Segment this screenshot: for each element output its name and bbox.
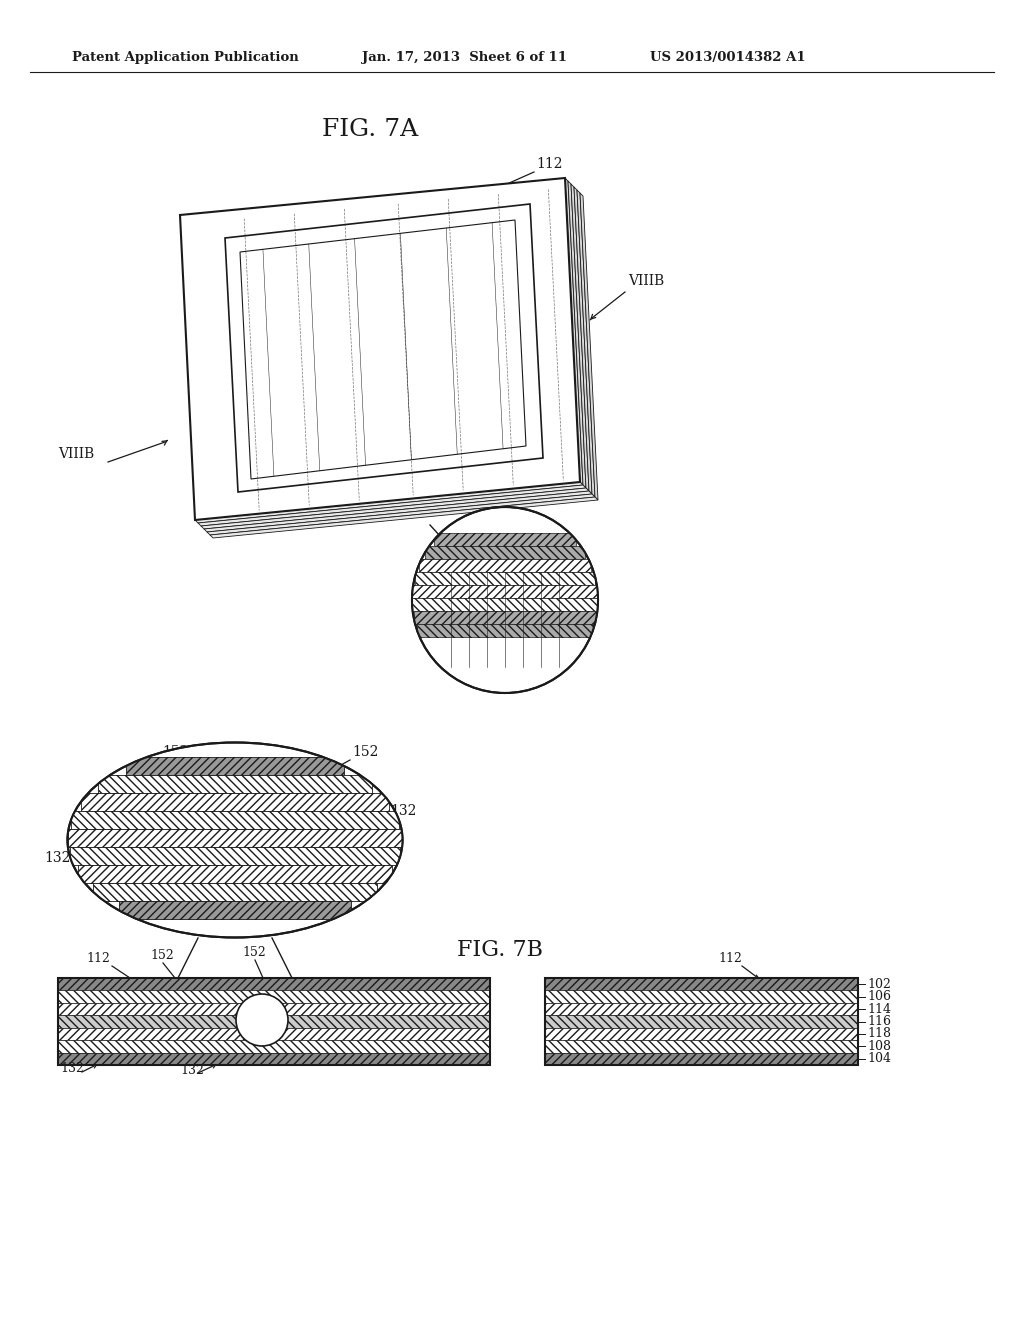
- Circle shape: [236, 994, 288, 1045]
- Bar: [58, 1015, 490, 1028]
- Polygon shape: [571, 183, 589, 491]
- Polygon shape: [580, 193, 598, 500]
- Bar: [97, 775, 373, 793]
- Bar: [414, 611, 596, 624]
- Polygon shape: [210, 498, 598, 539]
- Text: 116: 116: [867, 1015, 891, 1028]
- Polygon shape: [207, 494, 595, 535]
- Text: 152: 152: [242, 946, 266, 960]
- Text: 132: 132: [390, 804, 417, 818]
- Text: VIIIB: VIIIB: [628, 275, 665, 288]
- Polygon shape: [180, 178, 580, 520]
- Bar: [419, 560, 592, 572]
- Bar: [545, 978, 858, 1065]
- Text: 118: 118: [867, 1027, 891, 1040]
- Bar: [545, 1052, 858, 1065]
- Polygon shape: [577, 190, 595, 498]
- Bar: [58, 990, 490, 1003]
- Bar: [71, 810, 399, 829]
- Polygon shape: [568, 181, 586, 488]
- Text: 152: 152: [150, 949, 174, 962]
- Bar: [412, 598, 598, 611]
- Text: 104: 104: [867, 1052, 891, 1065]
- Text: 114: 114: [867, 1003, 891, 1015]
- Text: 112: 112: [536, 157, 562, 172]
- Bar: [58, 978, 490, 990]
- Bar: [93, 883, 377, 902]
- Bar: [58, 978, 490, 1065]
- Circle shape: [412, 507, 598, 693]
- Text: FIG. 7B: FIG. 7B: [457, 939, 543, 961]
- Bar: [417, 624, 593, 638]
- Text: 112: 112: [86, 952, 110, 965]
- Bar: [126, 758, 344, 775]
- Bar: [413, 585, 598, 598]
- Bar: [58, 1028, 490, 1040]
- Ellipse shape: [68, 742, 402, 937]
- Bar: [68, 829, 402, 847]
- Bar: [119, 902, 351, 919]
- Bar: [545, 1015, 858, 1028]
- Bar: [81, 793, 389, 810]
- Text: 106: 106: [867, 990, 891, 1003]
- Polygon shape: [565, 178, 583, 484]
- Bar: [425, 546, 585, 560]
- Bar: [415, 572, 596, 585]
- Bar: [545, 1003, 858, 1015]
- Text: 112: 112: [718, 952, 741, 965]
- Text: 132: 132: [60, 1063, 84, 1074]
- Bar: [434, 533, 575, 546]
- Bar: [545, 990, 858, 1003]
- Bar: [545, 978, 858, 990]
- Bar: [78, 865, 392, 883]
- Polygon shape: [201, 488, 589, 529]
- Text: Jan. 17, 2013  Sheet 6 of 11: Jan. 17, 2013 Sheet 6 of 11: [362, 51, 567, 65]
- Polygon shape: [574, 187, 592, 494]
- Text: FIG. 7A: FIG. 7A: [322, 119, 418, 141]
- Polygon shape: [195, 482, 583, 523]
- Bar: [58, 1003, 490, 1015]
- Text: Patent Application Publication: Patent Application Publication: [72, 51, 299, 65]
- Bar: [58, 1052, 490, 1065]
- Text: VIIIB: VIIIB: [58, 447, 94, 461]
- Text: 132: 132: [180, 1064, 204, 1077]
- Text: US 2013/0014382 A1: US 2013/0014382 A1: [650, 51, 806, 65]
- Bar: [545, 1028, 858, 1040]
- Polygon shape: [204, 491, 592, 532]
- Bar: [70, 847, 400, 865]
- Bar: [545, 1040, 858, 1052]
- Polygon shape: [198, 484, 586, 525]
- Text: 152: 152: [162, 744, 188, 759]
- Text: 132: 132: [44, 851, 71, 865]
- Bar: [58, 1040, 490, 1052]
- Text: 102: 102: [867, 978, 891, 991]
- Text: 108: 108: [867, 1040, 891, 1053]
- Text: 152: 152: [352, 744, 379, 759]
